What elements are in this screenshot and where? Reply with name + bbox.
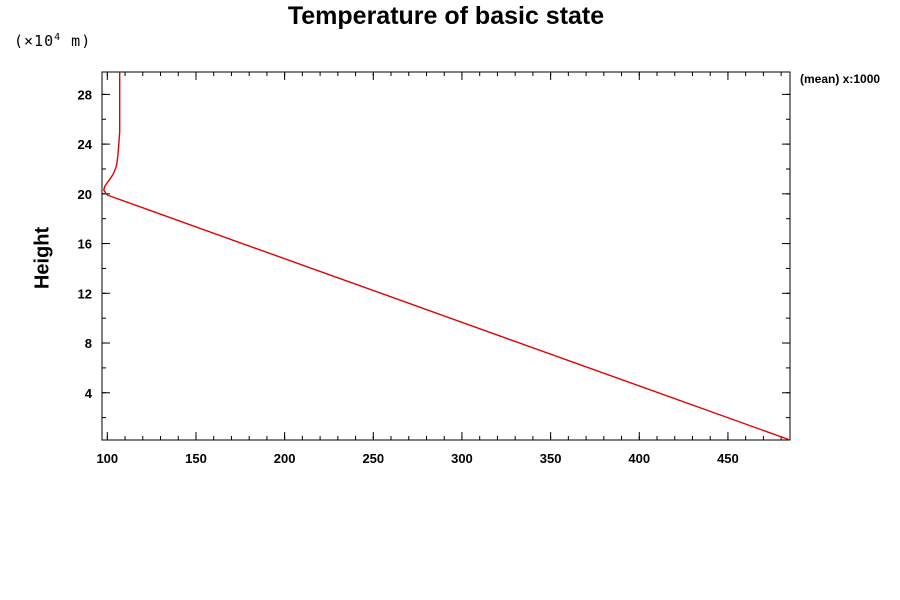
x-tick-label: 250 bbox=[362, 451, 384, 466]
x-tick-label: 150 bbox=[185, 451, 207, 466]
x-tick-label: 200 bbox=[274, 451, 296, 466]
y-axis-unit: (×104 m) bbox=[14, 32, 91, 50]
y-tick-label: 20 bbox=[78, 187, 92, 202]
x-tick-label: 400 bbox=[628, 451, 650, 466]
plot-frame bbox=[101, 71, 791, 441]
y-tick-label: 16 bbox=[78, 237, 92, 252]
x-tick-label: 450 bbox=[717, 451, 739, 466]
temperature-line bbox=[103, 72, 791, 441]
axis-ticks bbox=[102, 72, 790, 440]
y-unit-prefix: (×10 bbox=[14, 32, 55, 50]
x-tick-label: 100 bbox=[96, 451, 118, 466]
y-tick-label: 24 bbox=[78, 137, 93, 152]
y-tick-label: 12 bbox=[78, 286, 92, 301]
chart-title: Temperature of basic state bbox=[287, 2, 605, 30]
x-tick-label: 300 bbox=[451, 451, 473, 466]
axis-tick-labels: 100 150 200 250 300 350 400 450 4 8 12 16 20 24 28 bbox=[78, 87, 739, 466]
y-tick-label: 4 bbox=[85, 386, 93, 401]
x-tick-label: 350 bbox=[540, 451, 562, 466]
y-unit-exponent: 4 bbox=[54, 32, 62, 43]
y-unit-suffix: m) bbox=[61, 32, 92, 50]
y-tick-label: 8 bbox=[85, 336, 92, 351]
y-tick-label: 28 bbox=[78, 87, 92, 102]
scale-annotation: (mean) x:1000 bbox=[800, 72, 881, 86]
